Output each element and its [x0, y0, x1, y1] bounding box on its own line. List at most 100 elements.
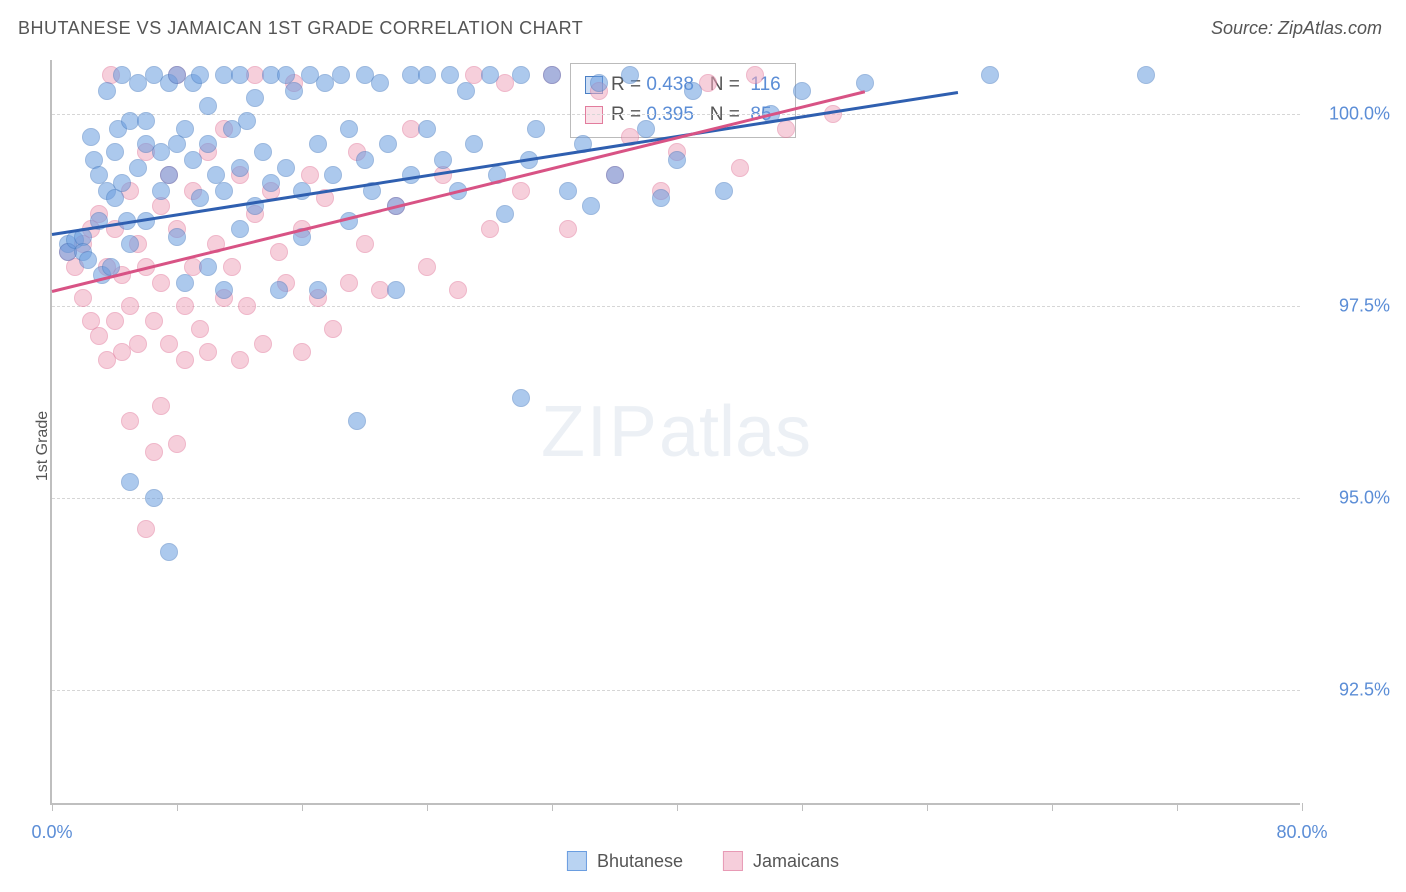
data-point: [481, 220, 499, 238]
data-point: [285, 82, 303, 100]
data-point: [465, 135, 483, 153]
data-point: [168, 435, 186, 453]
data-point: [145, 312, 163, 330]
data-point: [348, 412, 366, 430]
data-point: [559, 182, 577, 200]
data-point: [457, 82, 475, 100]
data-point: [106, 189, 124, 207]
y-tick-label: 95.0%: [1310, 487, 1390, 508]
data-point: [418, 66, 436, 84]
data-point: [152, 274, 170, 292]
data-point: [231, 351, 249, 369]
data-point: [246, 89, 264, 107]
data-point: [231, 159, 249, 177]
data-point: [512, 182, 530, 200]
data-point: [699, 74, 717, 92]
data-point: [582, 197, 600, 215]
data-point: [160, 166, 178, 184]
data-point: [113, 174, 131, 192]
source-attribution: Source: ZipAtlas.com: [1211, 18, 1382, 39]
data-point: [356, 235, 374, 253]
x-tick-label: 0.0%: [31, 822, 72, 843]
data-point: [418, 258, 436, 276]
data-point: [238, 112, 256, 130]
data-point: [176, 274, 194, 292]
gridline: [52, 114, 1300, 115]
data-point: [543, 66, 561, 84]
x-tick: [1052, 803, 1053, 811]
data-point: [152, 182, 170, 200]
data-point: [121, 297, 139, 315]
data-point: [371, 74, 389, 92]
data-point: [621, 66, 639, 84]
data-point: [777, 120, 795, 138]
data-point: [590, 74, 608, 92]
x-tick: [802, 803, 803, 811]
data-point: [215, 182, 233, 200]
data-point: [309, 281, 327, 299]
data-point: [231, 220, 249, 238]
data-point: [652, 189, 670, 207]
gridline: [52, 498, 1300, 499]
data-point: [981, 66, 999, 84]
gridline: [52, 690, 1300, 691]
data-point: [98, 82, 116, 100]
data-point: [340, 120, 358, 138]
data-point: [145, 489, 163, 507]
data-point: [684, 82, 702, 100]
data-point: [121, 412, 139, 430]
data-point: [254, 143, 272, 161]
data-point: [199, 343, 217, 361]
data-point: [434, 151, 452, 169]
data-point: [1137, 66, 1155, 84]
data-point: [731, 159, 749, 177]
data-point: [152, 197, 170, 215]
data-point: [746, 66, 764, 84]
x-tick: [427, 803, 428, 811]
y-tick-label: 100.0%: [1310, 103, 1390, 124]
series-legend: BhutaneseJamaicans: [547, 851, 859, 877]
data-point: [129, 159, 147, 177]
legend-item: Bhutanese: [567, 851, 683, 872]
data-point: [82, 128, 100, 146]
data-point: [191, 189, 209, 207]
trend-line: [52, 91, 865, 294]
data-point: [90, 327, 108, 345]
data-point: [340, 274, 358, 292]
watermark: ZIPatlas: [541, 391, 811, 473]
scatter-plot-area: ZIPatlas R = 0.438 N = 116R = 0.395 N = …: [50, 60, 1300, 805]
data-point: [184, 151, 202, 169]
data-point: [254, 335, 272, 353]
data-point: [137, 520, 155, 538]
data-point: [356, 151, 374, 169]
x-tick: [1177, 803, 1178, 811]
data-point: [481, 66, 499, 84]
data-point: [168, 135, 186, 153]
data-point: [449, 281, 467, 299]
data-point: [270, 243, 288, 261]
data-point: [199, 97, 217, 115]
data-point: [106, 312, 124, 330]
data-point: [199, 135, 217, 153]
data-point: [121, 473, 139, 491]
x-tick: [677, 803, 678, 811]
data-point: [270, 281, 288, 299]
data-point: [137, 112, 155, 130]
data-point: [637, 120, 655, 138]
data-point: [512, 66, 530, 84]
data-point: [496, 205, 514, 223]
data-point: [441, 66, 459, 84]
x-tick: [552, 803, 553, 811]
data-point: [324, 166, 342, 184]
data-point: [793, 82, 811, 100]
data-point: [238, 297, 256, 315]
data-point: [856, 74, 874, 92]
data-point: [129, 335, 147, 353]
data-point: [191, 320, 209, 338]
data-point: [176, 120, 194, 138]
data-point: [231, 66, 249, 84]
legend-label: Bhutanese: [597, 851, 683, 872]
data-point: [152, 397, 170, 415]
data-point: [418, 120, 436, 138]
data-point: [606, 166, 624, 184]
